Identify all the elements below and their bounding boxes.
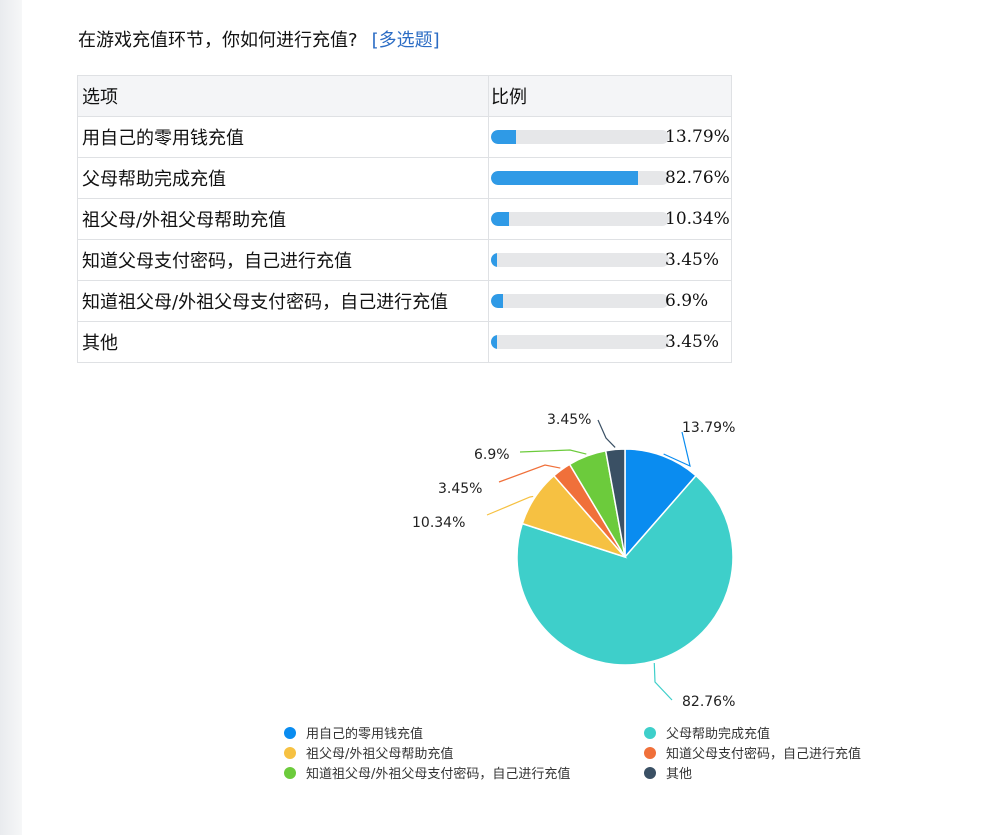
ratio-bar: [491, 294, 669, 308]
slice-label: 3.45%: [438, 481, 482, 497]
ratio-cell: 3.45%: [488, 321, 732, 363]
ratio-percent: 6.9%: [665, 291, 709, 311]
legend-label: 用自己的零用钱充值: [306, 727, 424, 742]
ratio-bar: [491, 335, 669, 349]
legend-item: 其他: [644, 763, 692, 782]
legend-item: 祖父母/外祖父母帮助充值: [284, 743, 453, 762]
question-text: 在游戏充值环节，你如何进行充值?: [78, 30, 358, 51]
legend-label: 知道父母支付密码，自己进行充值: [666, 747, 862, 762]
ratio-percent: 3.45%: [665, 250, 720, 270]
slice-label: 82.76%: [682, 694, 735, 710]
ratio-cell: 6.9%: [488, 280, 732, 322]
ratio-bar: [491, 130, 669, 144]
pie-slice: [604, 448, 626, 558]
pie-slice: [516, 474, 734, 666]
results-table: 选项 比例 用自己的零用钱充值 13.79% 父母帮助完成充值 82.76% 祖父母/外…: [77, 75, 732, 363]
ratio-bar-fill: [491, 294, 504, 308]
table-row: 用自己的零用钱充值 13.79%: [77, 116, 732, 158]
ratio-percent: 13.79%: [665, 127, 730, 147]
ratio-bar-fill: [491, 171, 639, 185]
leader-line: [519, 449, 587, 455]
left-gutter: [0, 0, 22, 835]
ratio-bar: [491, 212, 669, 226]
legend-label: 知道祖父母/外祖父母支付密码，自己进行充值: [306, 767, 571, 782]
legend-label: 祖父母/外祖父母帮助充值: [306, 747, 454, 762]
legend-dot: [644, 746, 656, 759]
leader-line: [663, 431, 691, 468]
slice-label: 6.9%: [474, 447, 510, 463]
slice-label: 10.34%: [412, 515, 465, 531]
legend-item: 知道祖父母/外祖父母支付密码，自己进行充值: [284, 763, 570, 782]
option-label: 祖父母/外祖父母帮助充值: [77, 198, 489, 240]
ratio-cell: 13.79%: [488, 116, 732, 158]
slice-label: 3.45%: [547, 412, 591, 428]
table-row: 父母帮助完成充值 82.76%: [77, 157, 732, 199]
ratio-bar-fill: [491, 130, 516, 144]
table-header-row: 选项 比例: [77, 75, 732, 117]
legend-dot: [284, 746, 296, 759]
legend-dot: [284, 766, 296, 779]
legend-item: 用自己的零用钱充值: [284, 723, 423, 742]
option-label: 知道父母支付密码，自己进行充值: [77, 239, 489, 281]
ratio-percent: 3.45%: [665, 332, 720, 352]
ratio-percent: 10.34%: [665, 209, 730, 229]
table-row: 知道父母支付密码，自己进行充值 3.45%: [77, 239, 732, 281]
ratio-bar-fill: [491, 253, 498, 267]
ratio-bar: [491, 171, 669, 185]
slice-label: 13.79%: [682, 420, 735, 436]
legend-label: 其他: [666, 767, 693, 782]
legend-label: 父母帮助完成充值: [666, 727, 771, 742]
pie-slice: [624, 448, 698, 559]
legend-dot: [284, 726, 296, 739]
ratio-cell: 82.76%: [488, 157, 732, 199]
legend-dot: [644, 726, 656, 739]
option-label: 用自己的零用钱充值: [77, 116, 489, 158]
leader-line: [597, 419, 616, 448]
legend-item: 父母帮助完成充值: [644, 723, 770, 742]
question-title: 在游戏充值环节，你如何进行充值? [多选题]: [78, 28, 440, 54]
table-row: 祖父母/外祖父母帮助充值 10.34%: [77, 198, 732, 240]
legend-item: 知道父母支付密码，自己进行充值: [644, 743, 861, 762]
leader-line: [498, 464, 561, 483]
ratio-cell: 3.45%: [488, 239, 732, 281]
table-row: 其他 3.45%: [77, 321, 732, 363]
ratio-bar: [491, 253, 669, 267]
option-label: 其他: [77, 321, 489, 363]
ratio-bar-fill: [491, 335, 498, 349]
header-ratio: 比例: [488, 75, 732, 117]
ratio-percent: 82.76%: [665, 168, 730, 188]
leader-line: [486, 495, 534, 516]
question-type-tag: [多选题]: [371, 30, 440, 51]
header-option: 选项: [77, 75, 489, 117]
ratio-bar-fill: [491, 212, 510, 226]
leader-line: [653, 663, 673, 701]
table-row: 知道祖父母/外祖父母支付密码，自己进行充值 6.9%: [77, 280, 732, 322]
legend-dot: [644, 766, 656, 779]
